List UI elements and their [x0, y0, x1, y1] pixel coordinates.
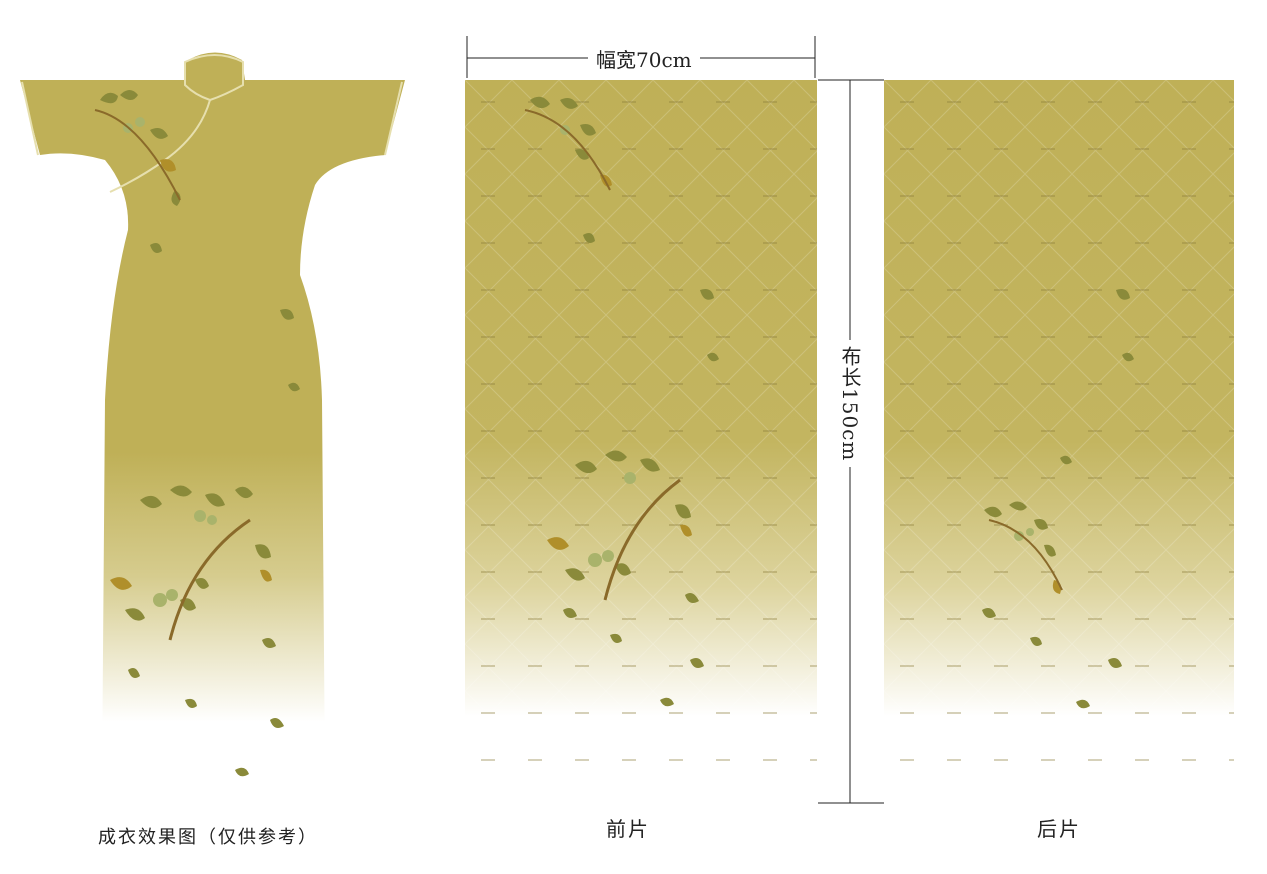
- back-caption: 后片: [1037, 817, 1081, 841]
- dress-trim-right: [384, 81, 403, 156]
- dress-trim-left: [21, 81, 39, 156]
- ginkgo-branch-middle: [547, 450, 692, 601]
- ginkgo-branch-top: [524, 96, 612, 191]
- dress-caption: 成衣效果图（仅供参考）: [98, 827, 318, 848]
- ginkgo-leaves-scattered: [563, 233, 719, 707]
- back-fabric-panel: [884, 80, 1234, 803]
- ginkgo-branch-upper: [94, 90, 181, 206]
- dress-collar: [184, 54, 244, 102]
- length-label: 布长150cm: [836, 340, 865, 468]
- ginkgo-branch-lower: [110, 485, 272, 641]
- dress-body: [20, 52, 405, 780]
- ginkgo-leaves-scattered: [982, 289, 1134, 709]
- front-caption: 前片: [606, 817, 650, 841]
- width-label: 幅宽70cm: [588, 44, 700, 73]
- ginkgo-leaves-scattered: [128, 243, 300, 777]
- ginkgo-branch-small: [984, 501, 1063, 594]
- dress-illustration: [20, 52, 405, 780]
- front-fabric-panel: [465, 80, 817, 803]
